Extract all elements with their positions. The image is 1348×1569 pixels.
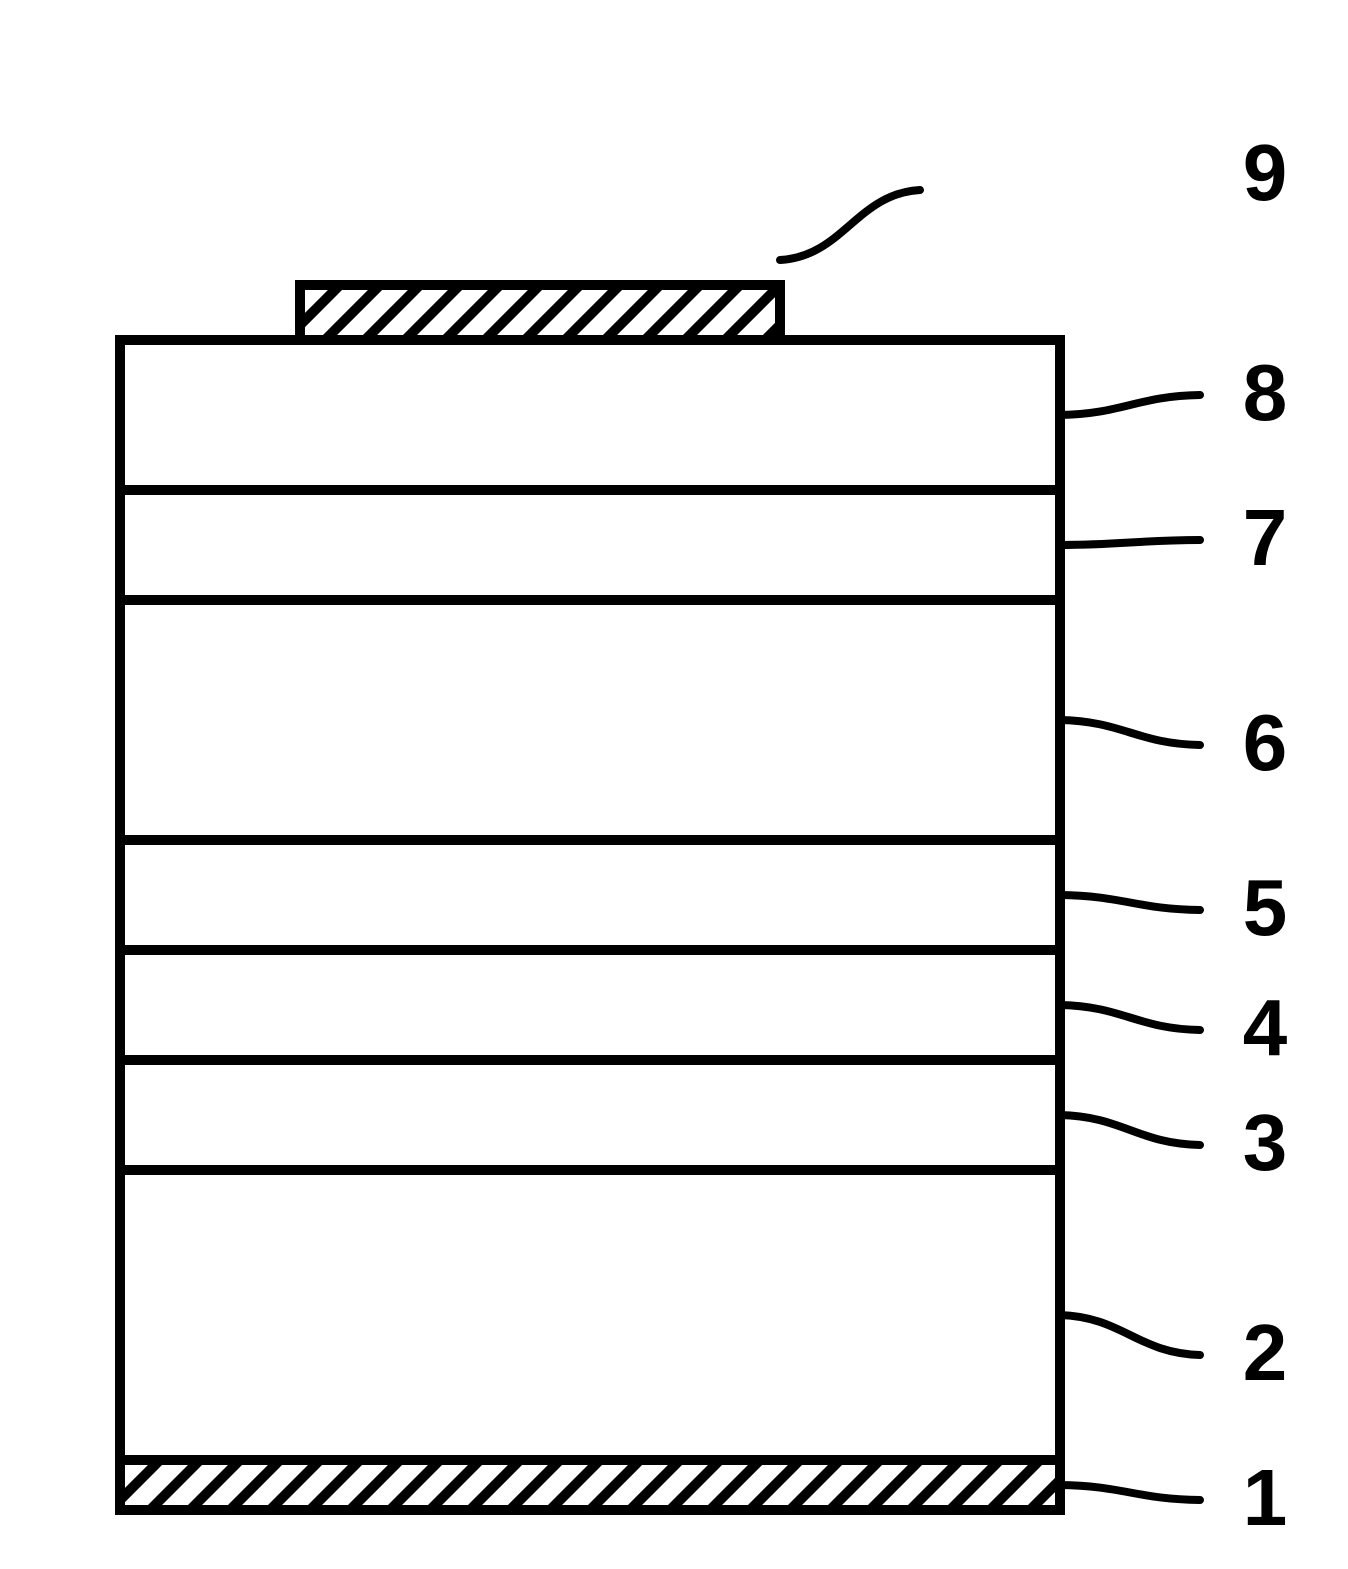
label-7: 7 (1243, 493, 1288, 582)
leader-6 (1060, 720, 1200, 745)
layer-5 (120, 840, 1060, 950)
layer-stack-diagram: 9 8 7 6 5 4 3 2 1 (0, 0, 1348, 1569)
layers-group (120, 285, 1060, 1510)
leader-5 (1060, 895, 1200, 910)
label-9: 9 (1243, 128, 1288, 217)
label-1: 1 (1243, 1453, 1288, 1542)
label-2: 2 (1243, 1308, 1288, 1397)
label-4: 4 (1243, 983, 1288, 1072)
label-6: 6 (1243, 698, 1288, 787)
label-5: 5 (1243, 863, 1288, 952)
leader-7 (1060, 540, 1200, 545)
layer-3 (120, 1060, 1060, 1170)
leader-4 (1060, 1005, 1200, 1030)
label-3: 3 (1243, 1098, 1288, 1187)
leader-3 (1060, 1115, 1200, 1145)
leader-1 (1060, 1485, 1200, 1500)
layer-7 (120, 490, 1060, 600)
label-8: 8 (1243, 348, 1288, 437)
leader-8 (1060, 395, 1200, 415)
labels-group: 9 8 7 6 5 4 3 2 1 (1243, 128, 1288, 1542)
layer-2 (120, 1170, 1060, 1460)
layer-4 (120, 950, 1060, 1060)
layer-6 (120, 600, 1060, 840)
layer-8 (120, 340, 1060, 490)
leader-2 (1060, 1315, 1200, 1355)
leader-9 (780, 190, 920, 260)
